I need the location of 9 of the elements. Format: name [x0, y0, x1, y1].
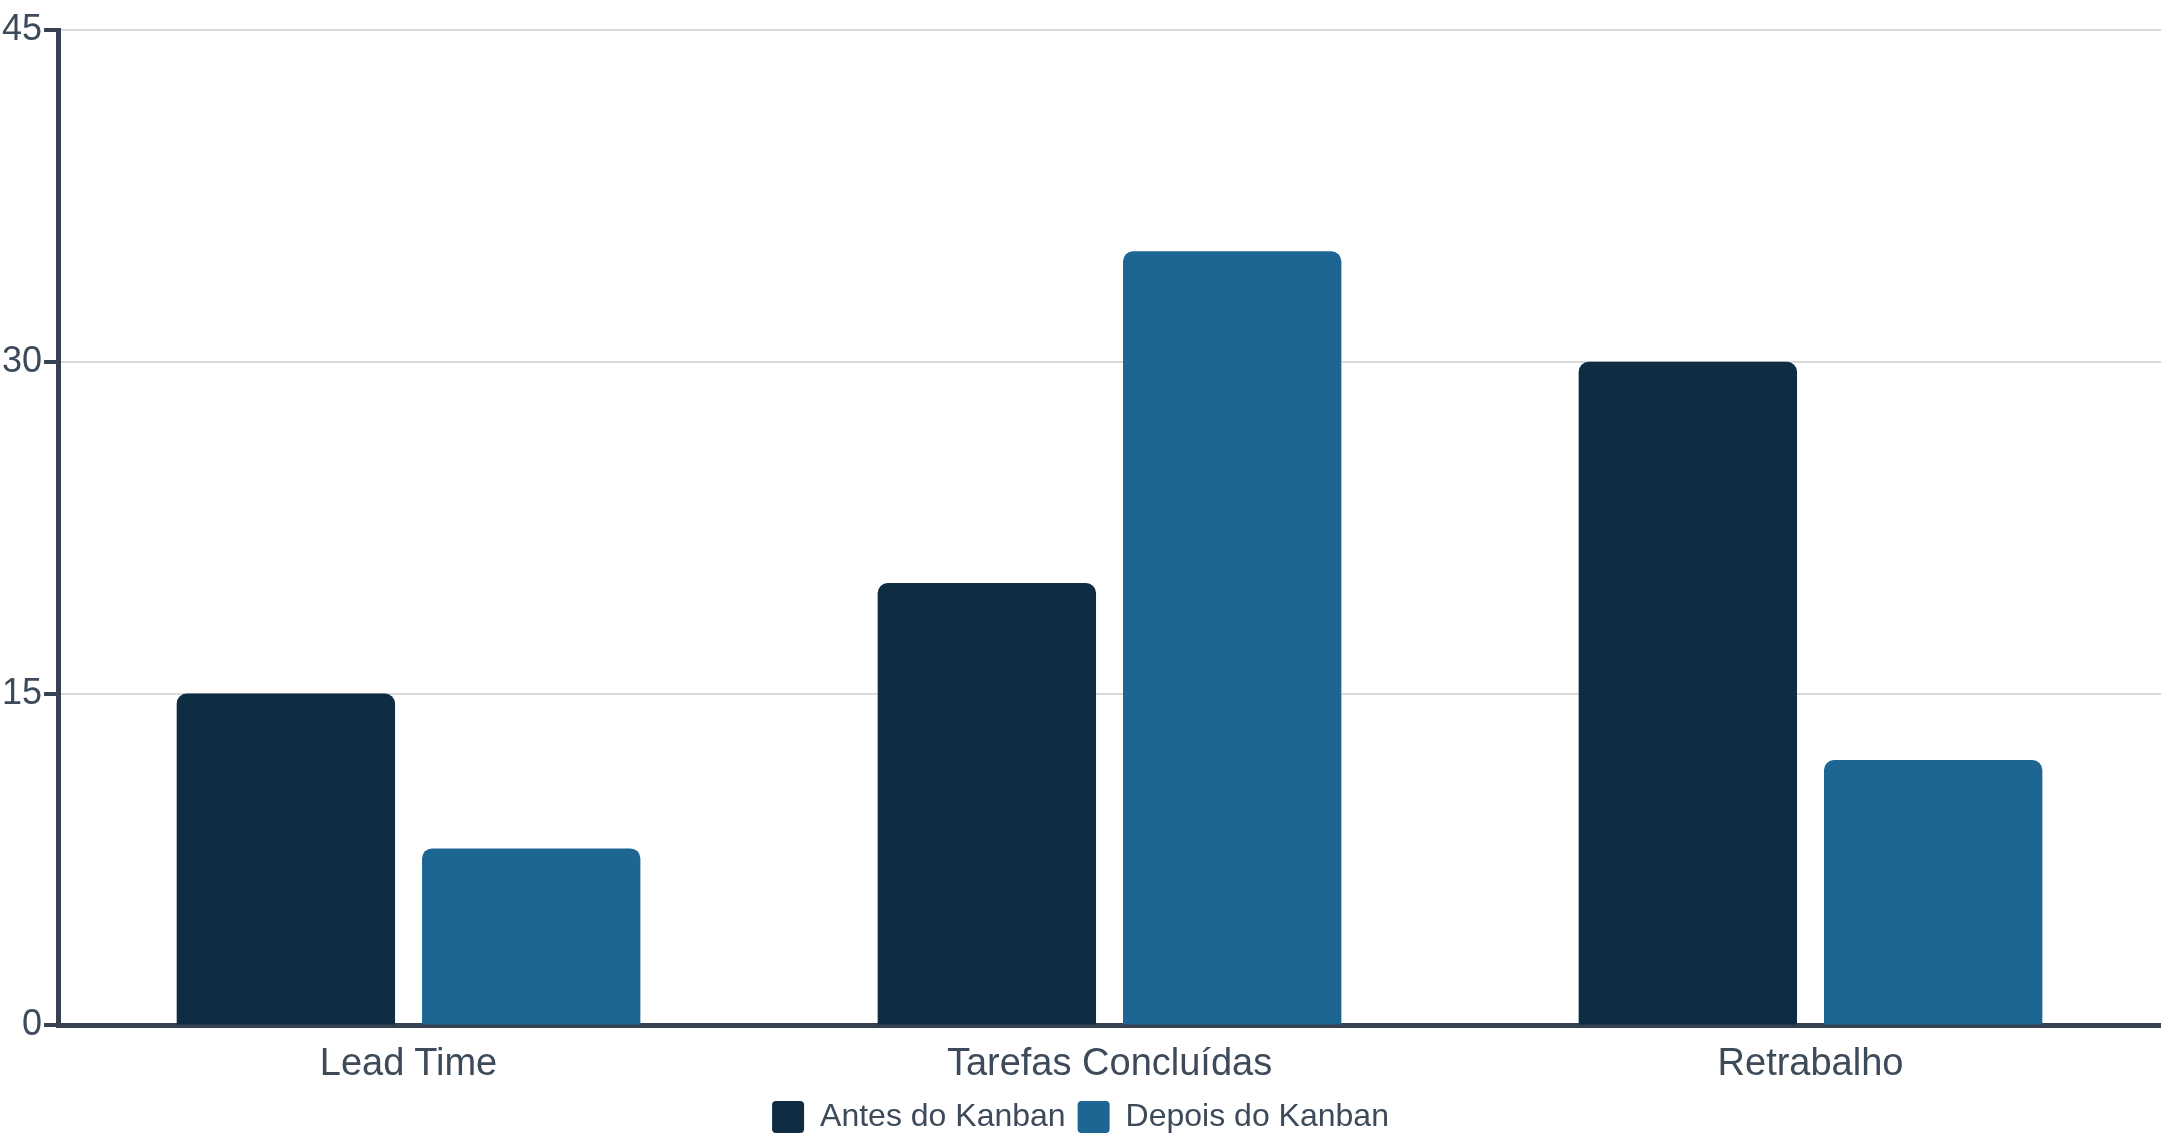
y-tick-label: 15	[2, 670, 43, 712]
y-tick-label: 45	[2, 6, 43, 48]
legend-label: Antes do Kanban	[820, 1096, 1066, 1133]
y-tick-label: 30	[2, 338, 43, 380]
x-tick-label: Tarefas Concluídas	[946, 1040, 1273, 1083]
legend-label: Depois do Kanban	[1125, 1096, 1389, 1133]
x-tick-label: Retrabalho	[1717, 1040, 1904, 1083]
y-tick-label: 0	[22, 1002, 43, 1044]
x-tick-label: Lead Time	[319, 1040, 498, 1083]
